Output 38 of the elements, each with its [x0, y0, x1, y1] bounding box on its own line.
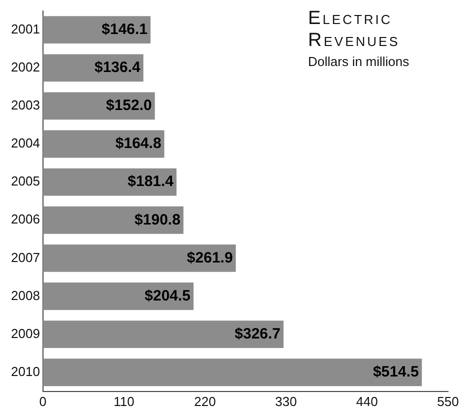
x-tick-label: 0 — [39, 394, 47, 409]
y-tick-label: 2009 — [11, 326, 40, 341]
data-label: $152.0 — [106, 97, 152, 114]
x-tick-label: 330 — [275, 394, 297, 409]
bar — [42, 130, 164, 158]
y-tick-label: 2010 — [11, 364, 40, 379]
data-label: $261.9 — [186, 249, 233, 266]
data-label: $164.8 — [115, 135, 162, 152]
bar — [42, 54, 144, 82]
bar — [42, 282, 194, 310]
x-tick-label: 550 — [437, 394, 459, 409]
y-tick-label: 2002 — [11, 59, 40, 74]
bar — [42, 320, 284, 348]
data-label: $136.4 — [94, 59, 142, 76]
bar — [42, 244, 236, 272]
data-label: $514.5 — [372, 364, 419, 381]
data-label: $146.1 — [102, 20, 148, 38]
y-tick-label: 2004 — [11, 136, 40, 151]
y-tick-label: 2006 — [11, 212, 40, 227]
x-tick-label: 220 — [194, 394, 216, 409]
data-label: $326.7 — [234, 325, 281, 342]
x-tick-label: 440 — [356, 394, 378, 409]
x-tick-label: 110 — [114, 394, 134, 409]
y-tick-label: 2003 — [11, 98, 40, 113]
data-label: $204.5 — [144, 287, 191, 304]
chart-title: Electric Revenues — [308, 8, 401, 52]
bar — [42, 206, 184, 234]
bar — [42, 358, 422, 386]
y-tick-label: 2001 — [11, 21, 40, 36]
y-tick-label: 2007 — [11, 250, 40, 265]
y-tick-label: 2005 — [11, 174, 40, 189]
bar — [42, 168, 177, 196]
bar — [42, 92, 155, 120]
data-label: $190.8 — [134, 211, 180, 228]
y-tick-label: 2008 — [11, 288, 40, 303]
data-label: $181.4 — [128, 173, 174, 190]
bar — [42, 16, 151, 44]
text: Dollars in millions — [308, 54, 410, 69]
